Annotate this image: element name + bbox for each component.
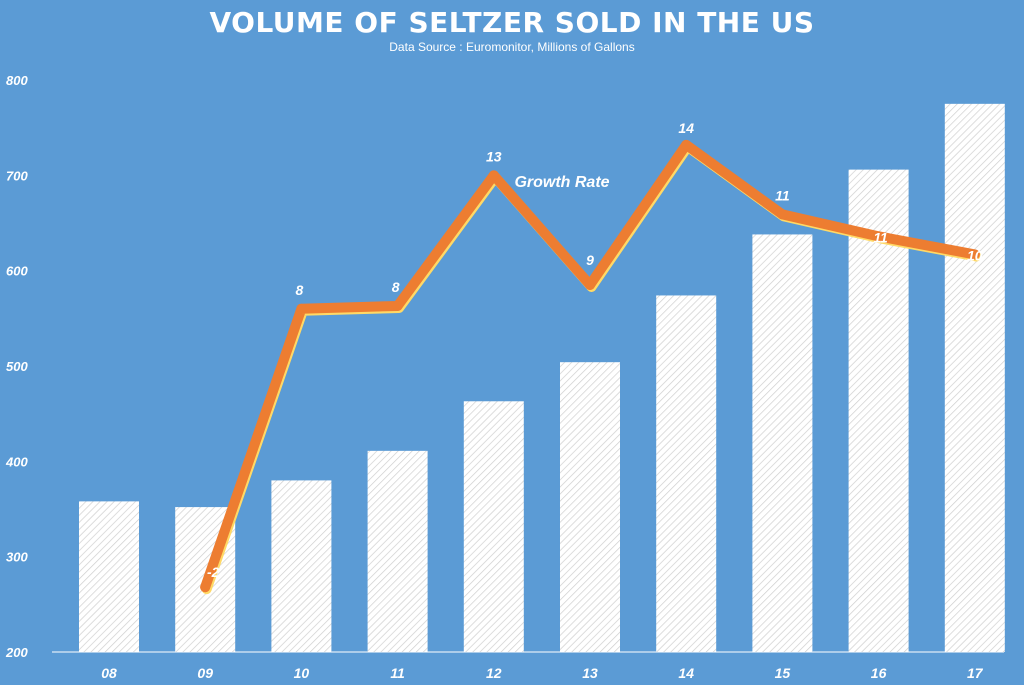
x-tick-label: 15 [775,665,791,681]
y-tick-label: 800 [6,73,28,88]
bar [463,401,524,652]
y-tick-label: 400 [5,454,28,469]
y-tick-label: 200 [5,645,28,660]
x-tick-label: 10 [294,665,310,681]
growth-point [392,300,403,311]
bar [271,480,332,652]
bar [944,103,1005,653]
chart-title: VOLUME OF SELTZER SOLD IN THE US [209,6,815,39]
bar [560,362,620,652]
x-tick-label: 17 [967,665,984,681]
bar [848,169,909,652]
growth-point [969,249,980,260]
growth-point [585,279,595,290]
x-tick-label: 13 [582,665,598,681]
bar [656,295,717,652]
y-tick-label: 500 [6,359,28,374]
growth-data-label: 11 [873,229,888,245]
x-tick-label: 14 [678,665,694,681]
x-tick-label: 16 [871,665,887,681]
x-tick-label: 12 [486,665,502,681]
growth-data-label: 10 [967,247,983,263]
growth-point [681,139,692,150]
growth-data-label: 8 [392,279,400,295]
growth-point [296,303,307,314]
x-tick-label: 11 [390,665,405,681]
growth-data-label: 13 [486,148,502,164]
bar [752,234,813,652]
growth-point [873,231,884,242]
y-tick-label: 600 [6,264,28,279]
y-tick-label: 700 [6,168,28,183]
growth-point [200,582,211,593]
chart-subtitle: Data Source : Euromonitor, Millions of G… [389,40,635,54]
series-annotation: Growth Rate [514,174,609,191]
growth-point [488,170,499,181]
growth-data-label: -2 [207,564,220,580]
y-tick-label: 300 [6,550,28,565]
growth-point [777,209,788,220]
growth-data-label: 14 [678,120,694,136]
bar [79,501,139,652]
x-tick-label: 09 [197,665,213,681]
growth-data-label: 8 [296,282,304,298]
growth-data-label: 9 [586,252,594,268]
growth-data-label: 11 [775,187,790,203]
x-tick-label: 08 [101,665,117,681]
bar [367,450,428,652]
